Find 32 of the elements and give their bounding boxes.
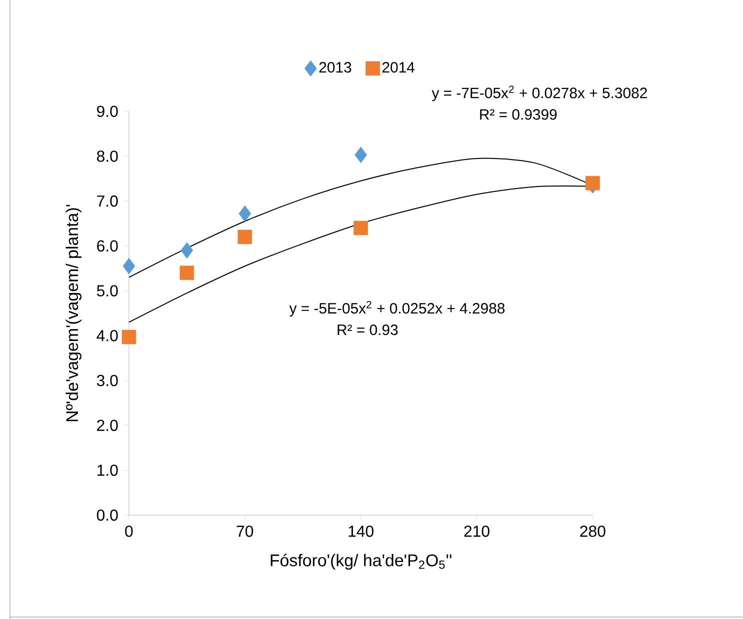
y-tick-label: 4.0 <box>96 330 118 342</box>
x-tick-label: 280 <box>580 525 606 537</box>
point <box>122 258 136 274</box>
point <box>180 265 194 280</box>
y-tick-label: 6.0 <box>97 240 118 252</box>
point <box>122 330 136 344</box>
point <box>238 230 252 244</box>
point <box>354 220 368 235</box>
y-tick-label: 8.0 <box>96 150 118 162</box>
x-tick-label: 210 <box>464 525 490 537</box>
annotation: y = -5E-05x$^{2}$ + 0.0252x + 4.2988 <box>289 300 505 316</box>
annotation: R² = 0.93 <box>338 324 398 335</box>
point <box>180 242 194 258</box>
text: y = -7E-05x$^{2}$ + 0.0278x + 5.3082 <box>432 85 647 101</box>
x-axis-title: Fósforo'(kg/ ha'de'P$_{2}$O$_{5}$'' <box>270 553 452 570</box>
y-tick-label: 5.0 <box>96 284 118 296</box>
x-tick-label: 140 <box>348 525 374 537</box>
y-tick-label: 2.0 <box>97 420 118 431</box>
y-tick-label: 9.0 <box>97 105 118 117</box>
x-tick-label: 0 <box>125 525 133 537</box>
y-axis-title: Nº'de'vagem'(vagem/ planta)' <box>66 204 82 421</box>
point <box>238 205 252 222</box>
y-tick-label: 3.0 <box>96 374 118 386</box>
y-tick-label: 7.0 <box>97 195 118 206</box>
point <box>586 176 600 190</box>
y-tick-label: 1.0 <box>98 464 118 476</box>
y-tick-label: 0.0 <box>96 509 118 521</box>
legend-label: 2014 <box>382 62 415 72</box>
annotation: R² = 0.9399 <box>480 108 557 120</box>
point <box>354 146 367 163</box>
legend-label: 2013 <box>319 62 352 72</box>
x-tick-label: 70 <box>236 525 254 537</box>
